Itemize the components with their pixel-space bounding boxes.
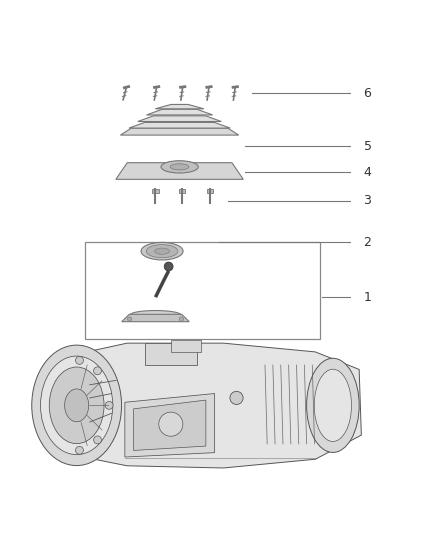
- Ellipse shape: [64, 389, 88, 422]
- Bar: [85, 243, 320, 339]
- Ellipse shape: [159, 412, 183, 436]
- Ellipse shape: [141, 243, 183, 260]
- Ellipse shape: [146, 245, 178, 258]
- Polygon shape: [42, 343, 361, 468]
- Ellipse shape: [32, 345, 121, 465]
- Text: 6: 6: [364, 87, 371, 100]
- Bar: [207, 189, 213, 193]
- Ellipse shape: [40, 356, 113, 455]
- Circle shape: [179, 317, 184, 321]
- Text: 5: 5: [364, 140, 371, 152]
- Text: 3: 3: [364, 195, 371, 207]
- Ellipse shape: [161, 161, 198, 173]
- Ellipse shape: [314, 369, 351, 441]
- Text: 2: 2: [364, 236, 371, 249]
- Text: 1: 1: [364, 290, 371, 304]
- Bar: [179, 189, 185, 193]
- Ellipse shape: [94, 436, 102, 444]
- Polygon shape: [122, 314, 189, 322]
- Polygon shape: [146, 109, 213, 115]
- Ellipse shape: [307, 358, 359, 453]
- Polygon shape: [129, 123, 230, 128]
- Polygon shape: [138, 116, 221, 122]
- Ellipse shape: [75, 357, 83, 365]
- Ellipse shape: [230, 391, 243, 405]
- Polygon shape: [120, 128, 239, 135]
- Polygon shape: [134, 400, 206, 450]
- Ellipse shape: [94, 367, 102, 375]
- Ellipse shape: [130, 311, 181, 320]
- Ellipse shape: [170, 164, 189, 170]
- Polygon shape: [116, 163, 244, 179]
- Circle shape: [164, 262, 173, 271]
- Bar: [152, 189, 159, 193]
- Text: 4: 4: [364, 166, 371, 179]
- Ellipse shape: [155, 248, 170, 254]
- Bar: [171, 340, 201, 352]
- Ellipse shape: [75, 446, 83, 454]
- Polygon shape: [155, 104, 204, 109]
- Ellipse shape: [105, 401, 113, 409]
- Bar: [145, 343, 197, 365]
- Ellipse shape: [49, 367, 104, 443]
- Polygon shape: [125, 393, 215, 457]
- Circle shape: [127, 317, 132, 321]
